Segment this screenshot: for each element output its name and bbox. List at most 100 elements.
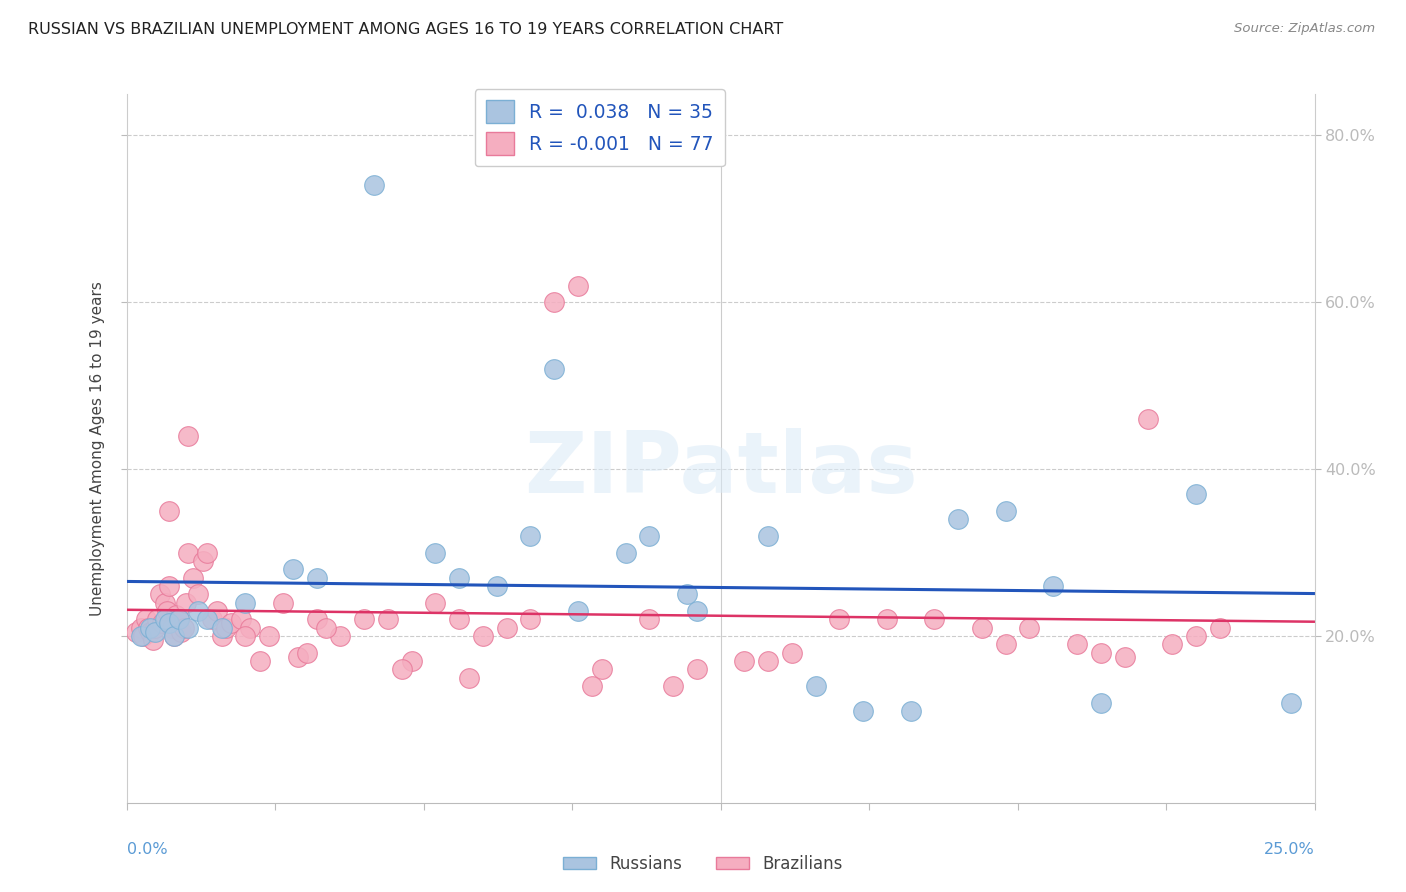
Point [1137, 412, 1160, 426]
Point [174, 596, 197, 610]
Point [401, 654, 423, 668]
Text: ZIPatlas: ZIPatlas [523, 428, 918, 511]
Point [1090, 646, 1112, 660]
Point [149, 587, 172, 601]
Point [315, 621, 337, 635]
Point [363, 178, 385, 193]
Point [581, 679, 603, 693]
Point [329, 629, 352, 643]
Point [924, 612, 946, 626]
Point [163, 629, 186, 643]
Point [229, 612, 252, 626]
Point [449, 570, 471, 584]
Point [295, 646, 318, 660]
Point [160, 621, 183, 635]
Point [165, 608, 187, 623]
Point [900, 704, 922, 718]
Point [143, 621, 166, 635]
Point [780, 646, 803, 660]
Point [756, 529, 779, 543]
Point [1042, 579, 1064, 593]
Point [157, 504, 180, 518]
Point [153, 596, 176, 610]
Point [425, 545, 447, 559]
Point [129, 621, 152, 635]
Legend: R =  0.038   N = 35, R = -0.001   N = 77: R = 0.038 N = 35, R = -0.001 N = 77 [474, 89, 724, 167]
Point [177, 621, 200, 635]
Point [852, 704, 875, 718]
Point [195, 545, 218, 559]
Point [804, 679, 827, 693]
Point [195, 612, 218, 626]
Point [211, 629, 233, 643]
Point [170, 624, 193, 639]
Point [828, 612, 851, 626]
Point [163, 629, 186, 643]
Point [1184, 629, 1206, 643]
Point [994, 504, 1017, 518]
Point [305, 612, 328, 626]
Point [233, 596, 256, 610]
Point [638, 529, 661, 543]
Point [686, 662, 709, 676]
Point [567, 278, 589, 293]
Point [153, 612, 176, 626]
Point [157, 579, 180, 593]
Point [519, 529, 541, 543]
Point [662, 679, 685, 693]
Point [215, 621, 238, 635]
Point [191, 554, 214, 568]
Point [181, 570, 204, 584]
Point [257, 629, 280, 643]
Point [177, 545, 200, 559]
Point [177, 428, 200, 442]
Point [876, 612, 898, 626]
Point [287, 649, 309, 664]
Point [472, 629, 495, 643]
Point [139, 621, 162, 635]
Point [353, 612, 375, 626]
Point [281, 562, 304, 576]
Point [1184, 487, 1206, 501]
Point [486, 579, 509, 593]
Point [173, 621, 195, 635]
Point [146, 612, 169, 626]
Point [1279, 696, 1302, 710]
Point [136, 621, 159, 635]
Point [1114, 649, 1136, 664]
Text: RUSSIAN VS BRAZILIAN UNEMPLOYMENT AMONG AGES 16 TO 19 YEARS CORRELATION CHART: RUSSIAN VS BRAZILIAN UNEMPLOYMENT AMONG … [28, 22, 783, 37]
Point [733, 654, 755, 668]
Point [519, 612, 541, 626]
Point [142, 633, 165, 648]
Point [970, 621, 993, 635]
Point [167, 612, 190, 626]
Point [543, 362, 565, 376]
Point [391, 662, 413, 676]
Point [129, 629, 152, 643]
Point [567, 604, 589, 618]
Point [150, 616, 173, 631]
Text: 0.0%: 0.0% [127, 842, 167, 857]
Point [614, 545, 637, 559]
Point [686, 604, 709, 618]
Y-axis label: Unemployment Among Ages 16 to 19 years: Unemployment Among Ages 16 to 19 years [90, 281, 105, 615]
Point [132, 629, 155, 643]
Point [201, 612, 224, 626]
Point [946, 512, 969, 526]
Point [495, 621, 517, 635]
Point [125, 624, 148, 639]
Point [211, 621, 233, 635]
Point [219, 616, 242, 631]
Point [449, 612, 471, 626]
Point [143, 624, 166, 639]
Point [377, 612, 399, 626]
Point [638, 612, 661, 626]
Point [994, 637, 1017, 651]
Point [167, 612, 190, 626]
Text: Source: ZipAtlas.com: Source: ZipAtlas.com [1234, 22, 1375, 36]
Legend: Russians, Brazilians: Russians, Brazilians [557, 848, 849, 880]
Point [591, 662, 613, 676]
Point [273, 596, 295, 610]
Point [157, 616, 180, 631]
Point [187, 604, 209, 618]
